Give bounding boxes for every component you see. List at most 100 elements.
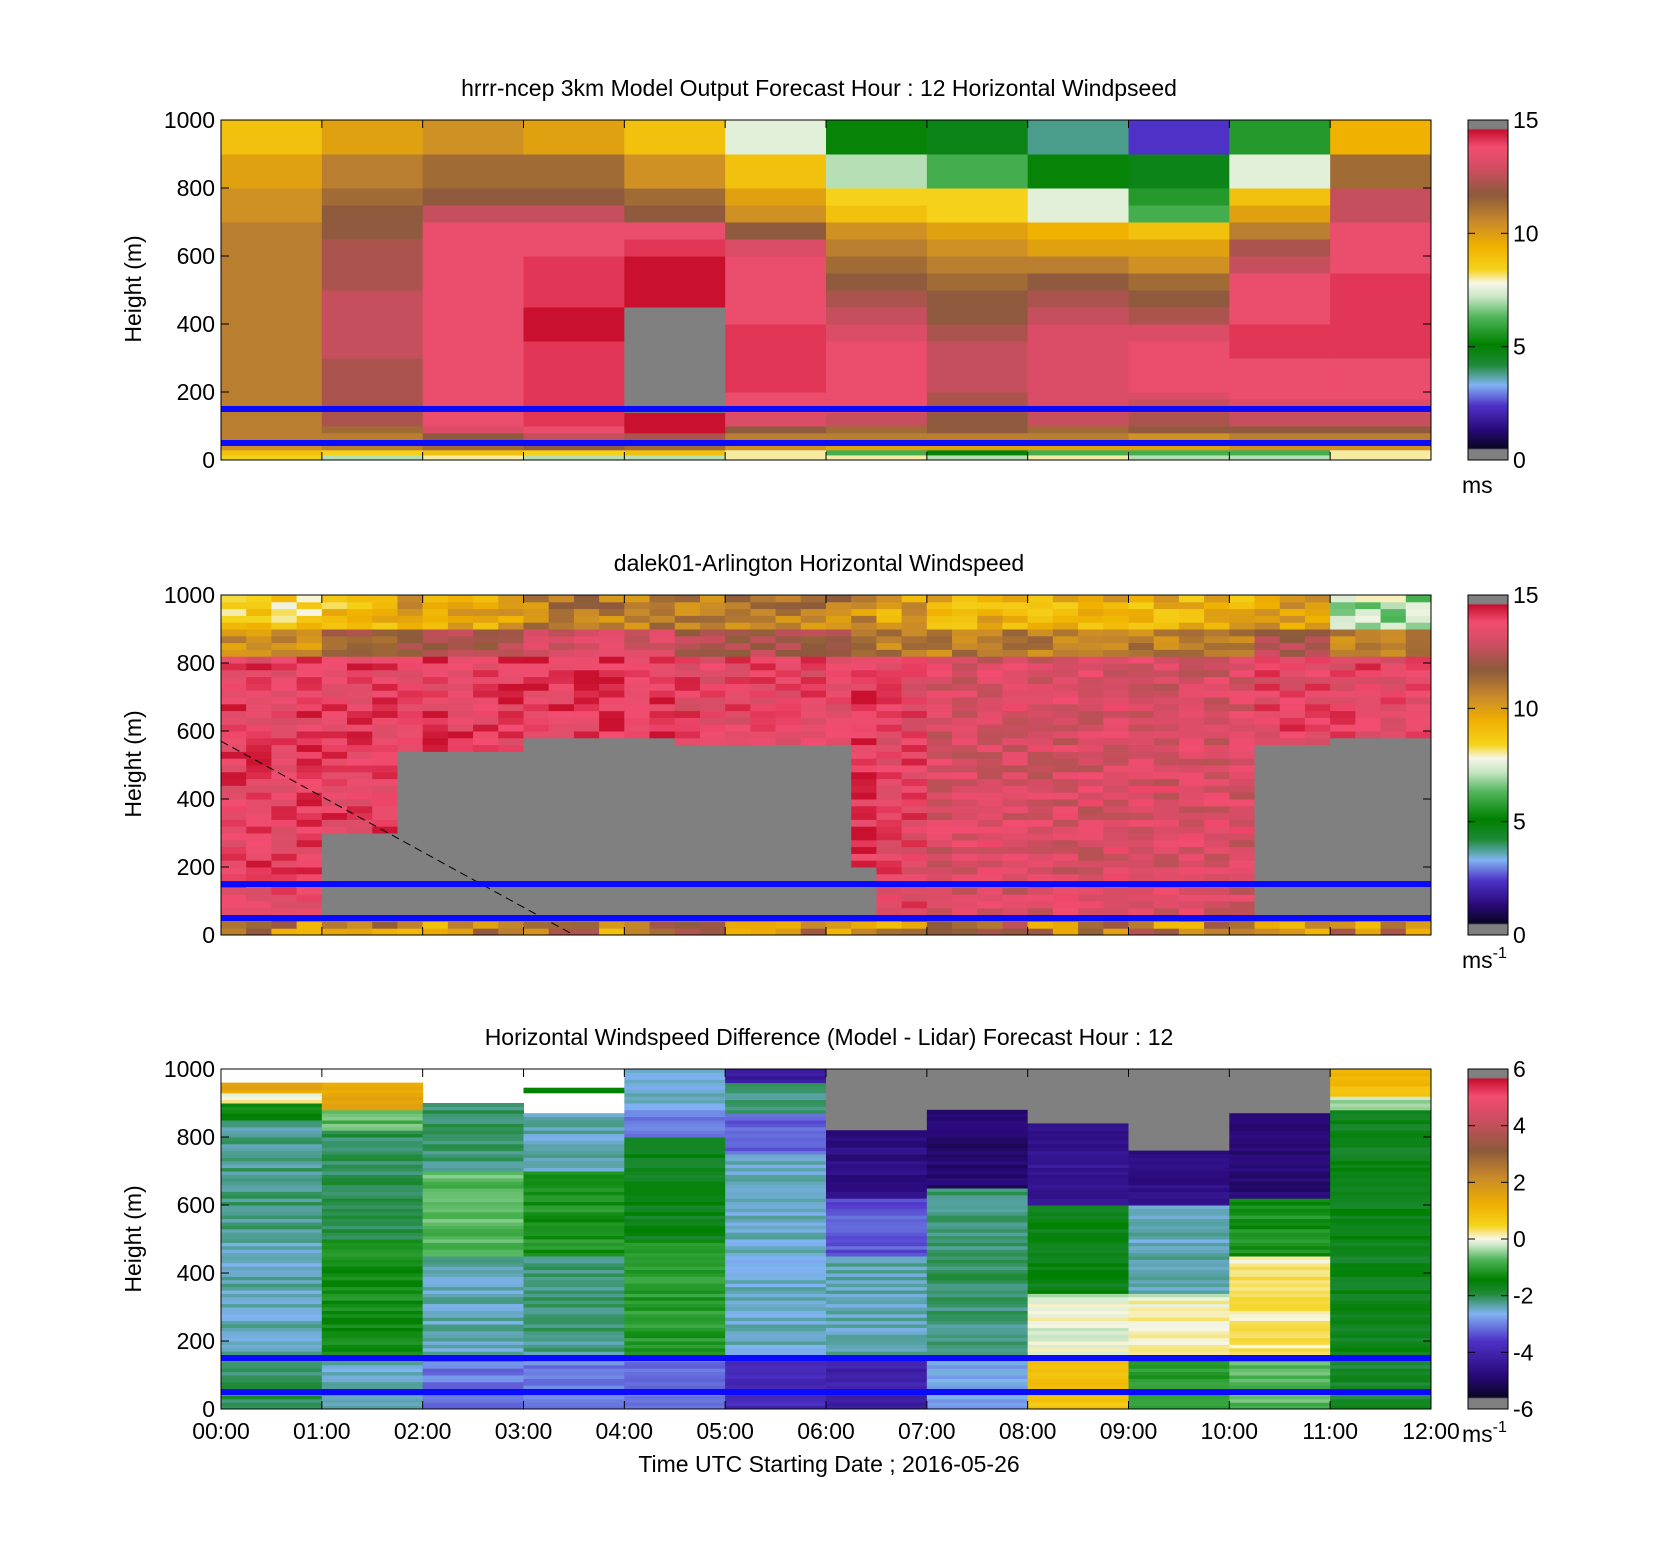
heatmap-cell [1304,697,1331,705]
heatmap-cell [1052,833,1079,841]
heatmap-cell [901,731,928,739]
heatmap-cell [750,622,777,630]
heatmap-cell [221,1381,323,1386]
heatmap-cell [422,205,524,223]
heatmap-cell [221,205,323,223]
heatmap-cell [447,608,474,616]
heatmap-cell [901,751,928,759]
heatmap-cell [826,1225,928,1230]
heatmap-cell [397,799,424,807]
heatmap-cell [321,1313,424,1318]
heatmap-cell [221,358,323,393]
heatmap-cell [473,629,499,637]
heatmap-cell [1405,758,1432,766]
heatmap-cell [926,860,953,868]
heatmap-cell [1229,1215,1331,1220]
heatmap-cell [826,826,852,834]
heatmap-cell [725,432,827,442]
heatmap-cell [699,663,726,671]
heatmap-cell [397,812,424,820]
heatmap-cell [1330,1194,1432,1199]
heatmap-cell [725,1174,827,1179]
heatmap-cell [1254,615,1281,623]
heatmap-cell [1204,826,1230,834]
heatmap-cell [1027,1402,1129,1407]
heatmap-cell [1229,1256,1331,1260]
heatmap-cell [826,819,852,827]
heatmap-cell [1153,663,1180,671]
heatmap-cell [1128,1337,1230,1342]
heatmap-cell [1330,239,1432,257]
heatmap-cell [347,826,373,834]
heatmap-cell [624,1398,726,1403]
heatmap-cell [1078,717,1104,725]
heatmap-cell [624,1167,726,1172]
heatmap-cell [321,846,348,854]
heatmap-cell [750,683,777,691]
heatmap-cell [422,273,524,291]
heatmap-cell [1002,656,1029,664]
heatmap-cell [775,710,802,718]
heatmap-cell [876,663,903,671]
heatmap-cell [977,595,1003,603]
heatmap-cell [498,805,524,814]
heatmap-cell [1027,341,1129,359]
heatmap-cell [1103,778,1129,786]
heatmap-cell [548,792,575,800]
heatmap-cell [725,656,751,664]
heatmap-cell [1027,771,1054,780]
heatmap-cell [473,833,499,841]
heatmap-cell [1052,887,1079,895]
heatmap-cell [750,819,777,827]
heatmap-cell [422,907,449,916]
heatmap-cell [1304,629,1331,637]
heatmap-cell [523,1242,625,1247]
heatmap-cell [725,1344,827,1349]
heatmap-cell [321,1402,424,1407]
heatmap-cell [1027,812,1054,820]
heatmap-cell [1204,853,1230,861]
heatmap-cell [422,785,449,793]
heatmap-cell [1405,887,1432,895]
heatmap-cell [1128,771,1155,780]
heatmap-cell [1380,765,1407,773]
y-tick-label: 1000 [164,1056,215,1082]
heatmap-cell [321,1385,424,1390]
heatmap-cell [422,1273,524,1277]
heatmap-cell [1052,792,1079,800]
heatmap-cell [876,846,903,854]
heatmap-cell [447,710,474,718]
heatmap-cell [1355,826,1382,834]
heatmap-cell [901,785,928,793]
heatmap-cell [573,758,600,766]
heatmap-cell [926,1184,1029,1189]
heatmap-cell [624,1089,726,1094]
heatmap-cell [1229,1174,1331,1179]
heatmap-cell [599,669,625,678]
heatmap-cell [826,154,928,189]
heatmap-cell [699,649,726,657]
heatmap-cell [1229,1276,1331,1281]
heatmap-cell [1380,846,1407,854]
heatmap-cell [649,853,676,861]
heatmap-cell [1153,683,1180,691]
heatmap-cell [473,873,499,882]
heatmap-cell [221,1375,323,1379]
heatmap-cell [1330,120,1432,155]
heatmap-cell [624,1324,726,1328]
heatmap-cell [750,765,777,773]
heatmap-cell [1027,751,1054,759]
heatmap-cell [1330,853,1356,861]
heatmap-cell [725,1106,827,1111]
heatmap-cell [1330,1089,1432,1094]
heatmap-cell [725,307,827,325]
heatmap-cell [1103,901,1129,909]
heatmap-cell [246,595,272,603]
heatmap-cell [926,1211,1029,1216]
heatmap-cell [1027,1201,1129,1206]
heatmap-cell [1103,758,1129,766]
heatmap-cell [1330,1174,1432,1179]
heatmap-cell [725,676,751,684]
heatmap-cell [649,812,676,820]
heatmap-cell [1330,1286,1432,1291]
